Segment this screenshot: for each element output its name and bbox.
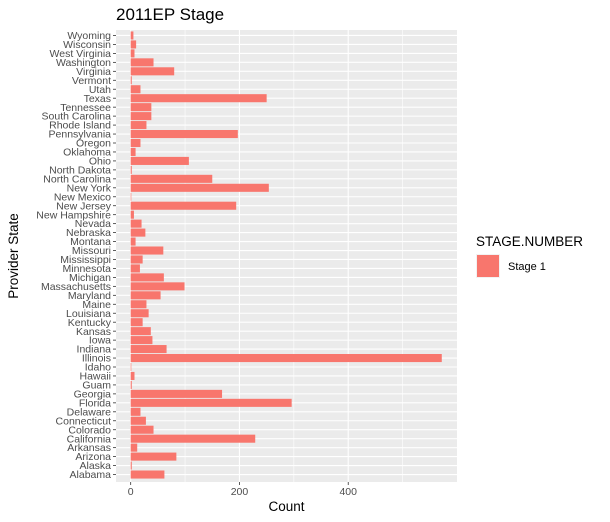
bar-new-york [131,184,269,192]
bar-virginia [131,67,175,75]
x-axis-title: Count [268,499,304,514]
bar-new-jersey [131,202,237,210]
bar-guam [131,381,132,389]
bar-michigan [131,273,164,281]
bar-ohio [131,157,189,165]
legend-title: STAGE.NUMBER [476,234,583,249]
bar-kansas [131,327,151,335]
bar-vermont [131,76,132,84]
bar-hawaii [131,372,135,380]
bar-florida [131,399,292,407]
bar-delaware [131,408,141,416]
bar-connecticut [131,417,146,425]
bar-utah [131,85,141,93]
bar-new-mexico [131,193,132,201]
bar-texas [131,94,267,102]
legend: STAGE.NUMBER Stage 1 [476,234,583,278]
y-axis-title: Provider State [6,213,21,299]
x-tick-label-0: 0 [128,486,134,498]
bar-idaho [131,363,132,371]
bar-nebraska [131,229,146,237]
bar-alaska [131,462,132,470]
legend-swatch-stage-1 [477,255,499,277]
bar-kentucky [131,318,143,326]
y-tick-label-wyoming: Wyoming [67,30,111,42]
bar-mississippi [131,255,143,263]
bar-maine [131,300,147,308]
bar-new-hampshire [131,211,134,219]
bar-oregon [131,139,141,147]
bar-oklahoma [131,148,136,156]
bar-nevada [131,220,142,228]
x-tick-labels: 0 200 400 [128,482,357,498]
bar-rhode-island [131,121,147,129]
bar-massachusetts [131,282,185,290]
bar-pennsylvania [131,130,238,138]
chart-title: 2011EP Stage [116,5,224,24]
bar-maryland [131,291,161,299]
legend-label-stage-1: Stage 1 [508,261,546,273]
bar-missouri [131,246,164,254]
x-tick-label-400: 400 [339,486,357,498]
bar-tennessee [131,103,152,111]
bar-west-virginia [131,49,135,57]
bar-minnesota [131,264,140,272]
bar-georgia [131,390,222,398]
bar-south-carolina [131,112,152,120]
bar-washington [131,58,154,66]
bar-alabama [131,470,165,478]
y-tick-labels: AlabamaAlaskaArizonaArkansasCaliforniaCo… [36,30,116,481]
bar-arizona [131,453,177,461]
bar-north-carolina [131,175,213,183]
bar-colorado [131,426,154,434]
bar-montana [131,238,136,246]
bar-wisconsin [131,40,136,48]
bar-louisiana [131,309,149,317]
bar-illinois [131,354,442,362]
bar-wyoming [131,31,134,39]
bar-california [131,435,256,443]
x-tick-label-200: 200 [231,486,249,498]
bar-indiana [131,345,167,353]
bar-iowa [131,336,153,344]
bar-arkansas [131,444,138,452]
bar-north-dakota [131,166,132,174]
